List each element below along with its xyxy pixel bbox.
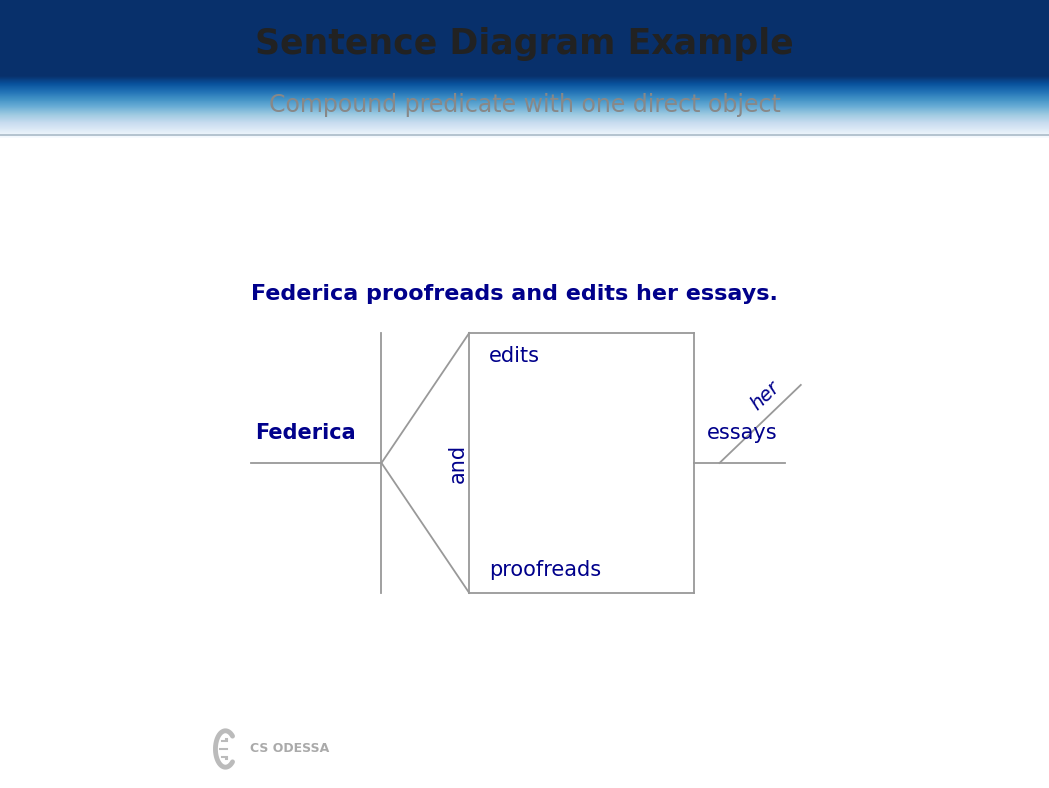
Text: essays: essays <box>707 423 777 444</box>
Text: CS ODESSA: CS ODESSA <box>250 742 329 756</box>
Text: Sentence Diagram Example: Sentence Diagram Example <box>255 27 794 61</box>
Text: Compound predicate with one direct object: Compound predicate with one direct objec… <box>269 93 780 117</box>
Text: her: her <box>747 378 784 414</box>
Text: Federica: Federica <box>255 423 356 444</box>
Text: edits: edits <box>489 346 540 366</box>
Text: proofreads: proofreads <box>489 560 601 580</box>
Text: and: and <box>448 444 468 482</box>
Text: Federica proofreads and edits her essays.: Federica proofreads and edits her essays… <box>252 284 778 304</box>
